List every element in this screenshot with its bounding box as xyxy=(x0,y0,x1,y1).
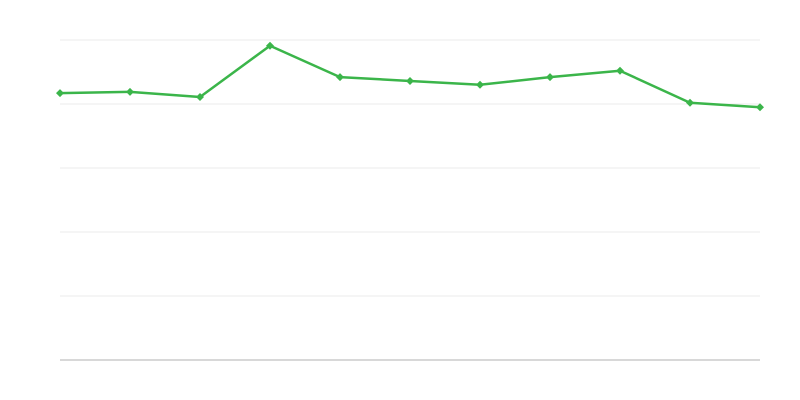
data-point xyxy=(686,98,694,107)
data-point xyxy=(196,92,204,101)
data-point xyxy=(266,41,274,50)
data-point xyxy=(336,73,344,82)
line-series xyxy=(59,44,761,109)
data-point xyxy=(406,76,414,85)
data-point xyxy=(476,80,484,89)
data-point xyxy=(56,89,64,98)
data-point xyxy=(616,66,624,75)
data-point xyxy=(546,73,554,82)
data-point xyxy=(756,103,764,112)
data-point xyxy=(126,87,134,96)
